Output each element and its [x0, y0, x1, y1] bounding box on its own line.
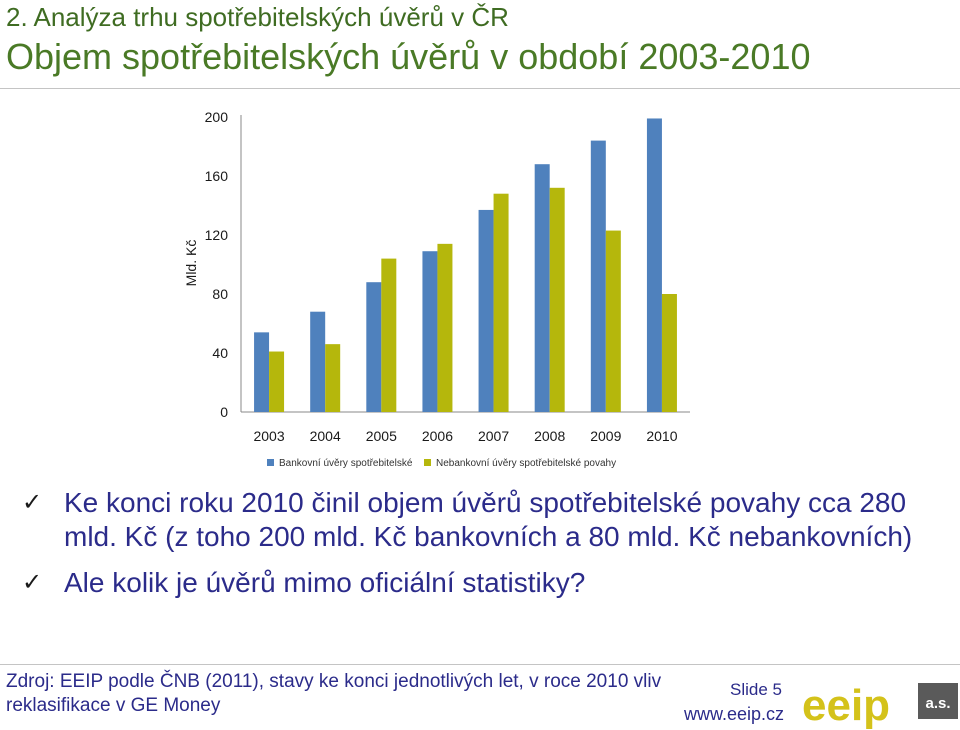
- bar-nonbank-2004: [325, 344, 341, 412]
- bullet-list: ✓ Ke konci roku 2010 činil objem úvěrů s…: [22, 486, 952, 600]
- bullet-text: Ke konci roku 2010 činil objem úvěrů spo…: [64, 487, 913, 552]
- logo-wordmark: eeip: [802, 681, 890, 729]
- logo-suffix-box: [918, 683, 958, 719]
- bar-bank-2010: [646, 118, 662, 412]
- legend-swatch-bank: [267, 459, 274, 466]
- y-tick-label: 160: [205, 168, 229, 184]
- y-axis-ticks: 0 40 80 120 160 200: [205, 109, 229, 420]
- x-axis-ticks: 2003 2004 2005 2006 2007 2008 2009 2010: [253, 428, 677, 444]
- x-tick-label: 2008: [534, 428, 565, 444]
- checkmark-icon: ✓: [22, 489, 43, 516]
- bar-bank-2007: [478, 209, 494, 412]
- bullet-text: Ale kolik je úvěrů mimo oficiální statis…: [64, 567, 586, 598]
- bar-bank-2009: [590, 140, 606, 412]
- section-title: 2. Analýza trhu spotřebitelských úvěrů v…: [6, 2, 509, 32]
- footer-divider: [0, 664, 960, 665]
- legend-label-nonbank: Nebankovní úvěry spotřebitelské povahy: [436, 458, 616, 469]
- y-tick-label: 80: [212, 286, 228, 302]
- bar-nonbank-2005: [381, 258, 397, 412]
- y-tick-label: 120: [205, 227, 229, 243]
- bar-bank-2005: [366, 282, 382, 412]
- y-tick-label: 0: [220, 404, 228, 420]
- source-note: Zdroj: EEIP podle ČNB (2011), stavy ke k…: [6, 671, 662, 716]
- x-tick-label: 2009: [590, 428, 621, 444]
- main-title: Objem spotřebitelských úvěrů v období 20…: [6, 36, 811, 77]
- bar-bank-2003: [254, 332, 270, 412]
- legend-swatch-nonbank: [424, 459, 431, 466]
- website-link[interactable]: www.eeip.cz: [684, 704, 785, 724]
- bullet-item: ✓ Ale kolik je úvěrů mimo oficiální stat…: [22, 566, 952, 600]
- y-axis-label: Mld. Kč: [183, 240, 199, 287]
- bar-series: [254, 118, 677, 412]
- bar-bank-2006: [422, 251, 438, 412]
- y-tick-label: 200: [205, 109, 229, 125]
- slide-number: Slide 5: [730, 680, 782, 699]
- bar-bank-2004: [310, 311, 326, 412]
- x-tick-label: 2005: [366, 428, 397, 444]
- bar-nonbank-2007: [493, 193, 509, 412]
- title-divider: [0, 88, 960, 89]
- x-tick-label: 2007: [478, 428, 509, 444]
- bar-nonbank-2008: [549, 187, 565, 412]
- legend-label-bank: Bankovní úvěry spotřebitelské: [279, 458, 413, 469]
- bar-nonbank-2009: [605, 230, 621, 412]
- x-tick-label: 2004: [310, 428, 341, 444]
- bar-nonbank-2003: [269, 351, 285, 412]
- bullet-item: ✓ Ke konci roku 2010 činil objem úvěrů s…: [22, 486, 952, 554]
- chart-legend: Bankovní úvěry spotřebitelské Nebankovní…: [267, 458, 616, 469]
- checkmark-icon: ✓: [22, 569, 43, 596]
- y-tick-label: 40: [212, 345, 228, 361]
- x-tick-label: 2003: [253, 428, 284, 444]
- bar-nonbank-2006: [437, 243, 453, 412]
- logo-suffix: a.s.: [925, 695, 950, 712]
- x-tick-label: 2010: [646, 428, 677, 444]
- bar-nonbank-2010: [661, 294, 677, 412]
- x-tick-label: 2006: [422, 428, 453, 444]
- eeip-logo: eeip a.s.: [802, 681, 958, 729]
- bar-bank-2008: [534, 164, 550, 412]
